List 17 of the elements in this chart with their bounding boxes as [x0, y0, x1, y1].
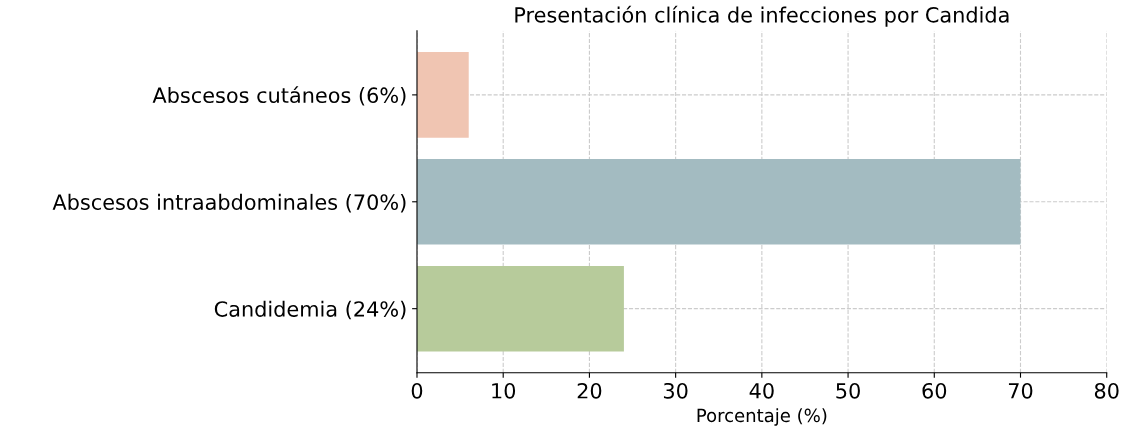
y-tick-label: Abscesos cutáneos (6%) [152, 86, 406, 106]
x-tick-label: 40 [749, 382, 774, 399]
y-tick-label: Abscesos intraabdominales (70%) [52, 193, 406, 213]
x-tick-label: 80 [1094, 382, 1119, 399]
bar [416, 265, 624, 352]
x-tick-label: 0 [411, 382, 423, 399]
bar [416, 52, 469, 138]
chart-title: Presentación clínica de infecciones por Candida [515, 5, 1009, 27]
bar [416, 159, 1021, 245]
x-tick-label: 30 [663, 382, 688, 399]
x-axis-title: Porcentaje (%) [697, 408, 827, 426]
x-tick-label: 10 [492, 382, 516, 399]
x-tick-label: 20 [577, 382, 602, 399]
x-tick-label: 70 [1008, 382, 1033, 399]
x-tick-label: 60 [922, 382, 947, 399]
y-tick-label: Candidemia (24%) [214, 300, 406, 320]
x-tick-label: 50 [836, 382, 860, 399]
